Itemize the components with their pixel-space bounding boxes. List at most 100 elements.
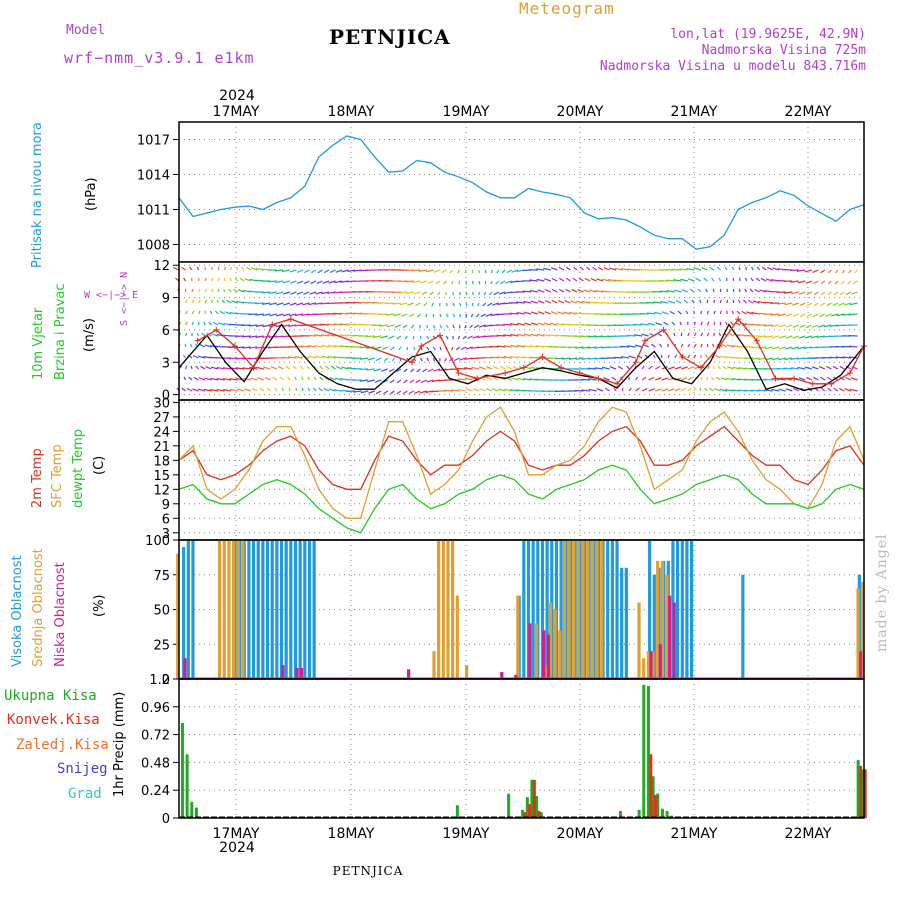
wind-arrow bbox=[274, 387, 278, 392]
coords-label: lon,lat (19.9625E, 42.9N) bbox=[670, 27, 866, 42]
wind-arrow bbox=[581, 346, 591, 349]
wind-arrow bbox=[244, 278, 251, 282]
wind-arrow bbox=[849, 302, 858, 306]
cloud-bar bbox=[624, 567, 628, 679]
wind-arrow bbox=[275, 291, 284, 295]
wind-arrow bbox=[749, 288, 754, 293]
wind-arrow bbox=[229, 388, 238, 392]
precip-legend-conv: Konvek.Kisa bbox=[7, 712, 100, 728]
panel-frame bbox=[178, 121, 865, 263]
y-tick-label: 27 bbox=[153, 411, 170, 426]
wind-arrow bbox=[372, 335, 382, 338]
wind-arrow bbox=[449, 269, 454, 274]
wind-arrow bbox=[535, 268, 545, 271]
gust-marker bbox=[641, 337, 648, 344]
wind-axis-label-2: Brzina i Pravac bbox=[53, 283, 68, 380]
wind-arrow bbox=[790, 357, 799, 360]
precip-bar bbox=[523, 812, 527, 818]
wind-arrow bbox=[797, 366, 806, 370]
wind-arrow bbox=[229, 277, 232, 282]
gust-marker bbox=[520, 364, 527, 371]
wind-arrow bbox=[283, 302, 291, 306]
y-tick-label: 30 bbox=[153, 396, 170, 411]
wind-arrow bbox=[725, 277, 728, 282]
wind-arrow bbox=[422, 368, 428, 373]
wind-arrow bbox=[192, 388, 199, 392]
cloud-bar bbox=[522, 540, 526, 679]
wind-arrow bbox=[537, 322, 545, 326]
wind-arrow bbox=[659, 290, 669, 293]
wind-arrow bbox=[530, 333, 538, 337]
wind-arrow bbox=[614, 267, 623, 271]
wind-arrow bbox=[492, 376, 499, 381]
wind-arrow bbox=[396, 390, 402, 395]
temp-axis-label-2: SFC Temp bbox=[50, 444, 65, 508]
wind-arrow bbox=[469, 324, 474, 329]
wind-arrow bbox=[661, 388, 669, 392]
wind-arrow bbox=[228, 357, 238, 360]
y-tick-label: 1011 bbox=[137, 204, 170, 219]
wind-arrow bbox=[239, 277, 245, 282]
model-label: Model bbox=[66, 23, 105, 38]
wind-arrow bbox=[529, 279, 538, 282]
wind-arrow bbox=[435, 280, 441, 285]
wind-arrow bbox=[820, 291, 826, 296]
wind-arrow bbox=[200, 365, 206, 370]
precip-bar bbox=[528, 804, 532, 818]
wind-arrow bbox=[217, 266, 220, 271]
wind-arrow bbox=[635, 387, 640, 392]
wind-arrow bbox=[655, 322, 662, 326]
wind-arrow bbox=[763, 378, 773, 381]
y-tick-label: 6 bbox=[162, 512, 170, 527]
wind-arrow bbox=[213, 321, 219, 326]
gust-marker bbox=[809, 380, 816, 387]
wind-arrow bbox=[767, 266, 773, 271]
wind-arrow bbox=[282, 280, 291, 284]
wind-arrow bbox=[221, 299, 226, 304]
wind-arrow bbox=[231, 300, 238, 304]
wind-arrow bbox=[409, 379, 415, 384]
wind-arrow bbox=[592, 266, 597, 271]
wind-arrow bbox=[681, 289, 689, 293]
wind-arrow bbox=[604, 387, 610, 392]
wind-arrow bbox=[437, 291, 441, 296]
wind-arrow bbox=[647, 322, 656, 326]
wind-arrow bbox=[681, 366, 688, 370]
wind-arrow bbox=[250, 267, 258, 271]
wind-arrow bbox=[842, 313, 852, 316]
wind-arrow bbox=[281, 356, 290, 359]
wind-arrow bbox=[190, 365, 193, 370]
precip-bar bbox=[180, 723, 184, 818]
wind-arrow bbox=[489, 345, 499, 348]
wind-arrow bbox=[706, 332, 710, 337]
cloud-axis-label-1: Visoka Oblacnost bbox=[10, 555, 25, 667]
wind-arrow bbox=[325, 365, 330, 370]
wind-arrow bbox=[190, 277, 193, 282]
wind-arrow bbox=[588, 378, 597, 381]
wind-arrow bbox=[458, 388, 467, 392]
wind-arrow bbox=[724, 266, 728, 271]
y-tick-label: 1.2 bbox=[149, 673, 170, 688]
wind-arrow bbox=[745, 266, 748, 271]
wind-arrow bbox=[689, 288, 695, 293]
wind-arrow bbox=[594, 346, 604, 349]
wind-arrow bbox=[400, 313, 408, 317]
temp-unit-label: (C) bbox=[92, 456, 107, 475]
wind-arrow bbox=[666, 279, 675, 282]
cloud-bar bbox=[183, 658, 187, 679]
wind-arrow bbox=[268, 291, 277, 294]
cloud-unit-label: (%) bbox=[92, 595, 107, 618]
wind-arrow bbox=[292, 365, 297, 370]
cloud-bar bbox=[293, 540, 298, 679]
wind-arrow bbox=[199, 343, 206, 348]
wind-arrow bbox=[561, 357, 571, 360]
watermark: made by Angel bbox=[874, 534, 890, 653]
wind-arrow bbox=[725, 377, 734, 381]
wind-arrow bbox=[777, 313, 786, 317]
wind-arrow bbox=[189, 343, 193, 348]
wind-arrow bbox=[544, 300, 552, 304]
wind-arrow bbox=[511, 269, 519, 273]
cloud-bar bbox=[284, 540, 288, 679]
wind-arrow bbox=[390, 390, 395, 395]
wind-arrow bbox=[776, 367, 786, 370]
